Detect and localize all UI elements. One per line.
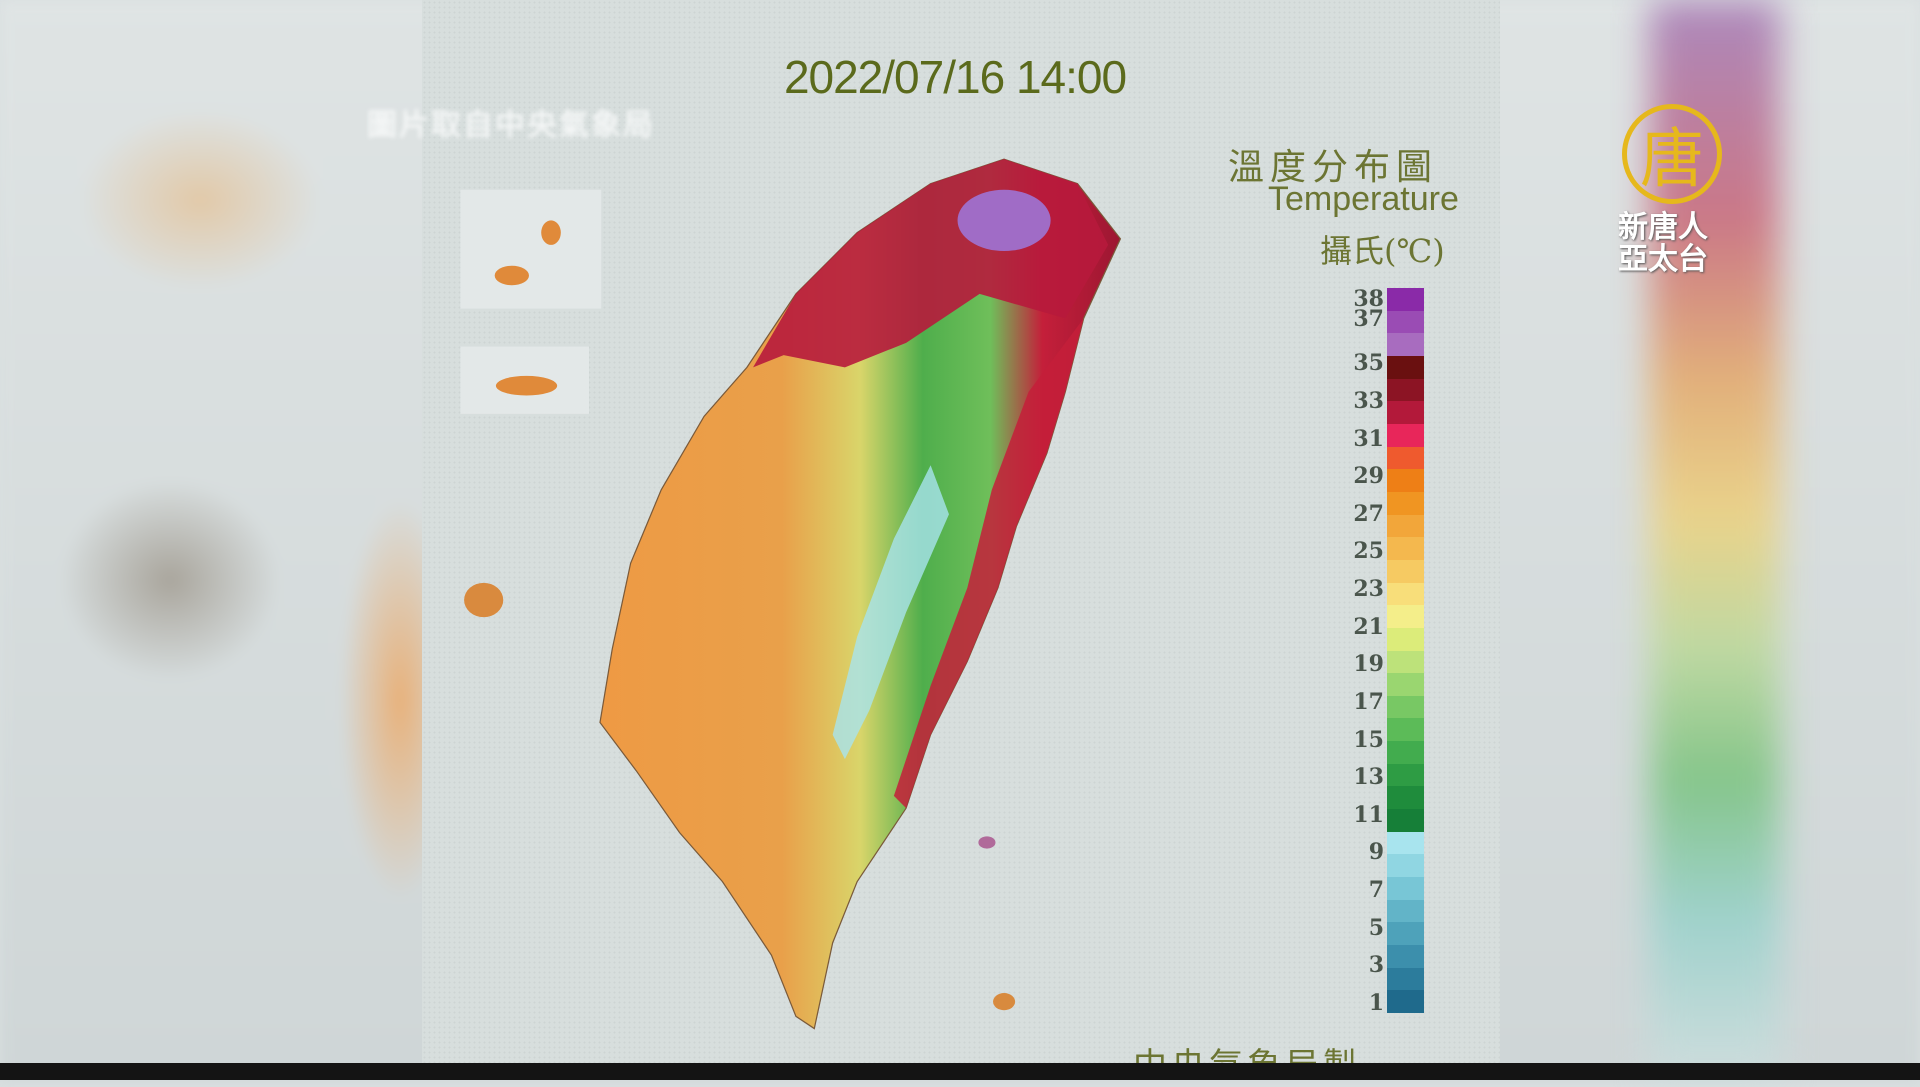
logo-glyph: 唐 bbox=[1640, 123, 1704, 197]
colorbar-segment bbox=[1387, 514, 1424, 538]
colorbar-tick-label: 15 bbox=[1353, 726, 1384, 753]
outlying-islands bbox=[460, 189, 1016, 1011]
colorbar-tick-label: 29 bbox=[1353, 463, 1384, 490]
colorbar-segment bbox=[1387, 673, 1424, 696]
colorbar-segment bbox=[1387, 627, 1424, 651]
inset-islands-box-1 bbox=[460, 189, 602, 309]
colorbar-tick-labels: 38 37 35 33 31 29 27 25 23 21 19 17 15 13 11 9 7 5 3 1 bbox=[1340, 286, 1384, 1016]
colorbar-segment bbox=[1387, 423, 1424, 447]
colorbar-segment bbox=[1387, 355, 1424, 379]
colorbar-tick-label: 35 bbox=[1353, 350, 1384, 377]
channel-name: 新唐人 亞太台 bbox=[1618, 212, 1708, 276]
colorbar-segment bbox=[1387, 922, 1424, 946]
colorbar-tick-label: 3 bbox=[1368, 952, 1384, 979]
colorbar-segment bbox=[1387, 967, 1424, 991]
colorbar-tick-label: 37 bbox=[1353, 306, 1384, 333]
channel-name-line1: 新唐人 bbox=[1618, 210, 1708, 245]
colorbar-segment bbox=[1387, 899, 1424, 923]
colorbar-segment bbox=[1387, 650, 1424, 674]
colorbar-segment bbox=[1387, 945, 1424, 968]
colorbar-tick-label: 1 bbox=[1368, 989, 1384, 1016]
legend-unit: 攝氏(℃) bbox=[1320, 232, 1445, 270]
colorbar-tick-label: 38 bbox=[1353, 286, 1384, 312]
colorbar-segment bbox=[1387, 741, 1424, 764]
colorbar-segment bbox=[1387, 605, 1424, 628]
taipei-hot-spot bbox=[957, 189, 1051, 252]
penghu-island bbox=[464, 582, 504, 618]
colorbar-segment bbox=[1387, 469, 1424, 492]
colorbar-segment bbox=[1387, 695, 1424, 719]
colorbar-segment bbox=[1387, 537, 1424, 560]
colorbar-segment bbox=[1387, 333, 1424, 356]
colorbar-tick-label: 17 bbox=[1353, 688, 1384, 715]
island bbox=[541, 220, 561, 245]
colorbar-segment bbox=[1387, 582, 1424, 606]
colorbar-segment bbox=[1387, 854, 1424, 878]
colorbar-tick-label: 7 bbox=[1368, 877, 1384, 904]
east-coast-hot-zone bbox=[893, 318, 1084, 809]
colorbar-segment bbox=[1387, 809, 1424, 832]
colorbar-segment bbox=[1387, 831, 1424, 855]
colorbar-segment bbox=[1387, 446, 1424, 470]
colorbar-segment bbox=[1387, 378, 1424, 402]
colorbar-tick-label: 5 bbox=[1368, 914, 1384, 941]
colorbar-segment bbox=[1387, 310, 1424, 334]
legend-title-zh: 溫度分布圖 bbox=[1228, 147, 1439, 188]
colorbar-tick-label: 11 bbox=[1353, 801, 1384, 828]
colorbar-segment bbox=[1387, 877, 1424, 900]
colorbar-segment bbox=[1387, 763, 1424, 787]
island bbox=[494, 265, 529, 286]
green-island bbox=[978, 836, 996, 849]
bottom-bar bbox=[0, 1063, 1920, 1080]
colorbar-tick-label: 9 bbox=[1368, 839, 1384, 866]
colorbar-tick-label: 19 bbox=[1353, 651, 1384, 678]
colorbar-tick-label: 33 bbox=[1353, 387, 1384, 414]
image-source-caption: 圖片取自中央氣象局 bbox=[367, 108, 655, 143]
colorbar-tick-label: 13 bbox=[1353, 764, 1384, 791]
colorbar-tick-label: 25 bbox=[1353, 538, 1384, 565]
colorbar-segment bbox=[1387, 288, 1424, 311]
colorbar-tick-label: 31 bbox=[1353, 425, 1384, 452]
orchid-island bbox=[993, 993, 1016, 1011]
colorbar-segment bbox=[1387, 401, 1424, 424]
colorbar-tick-label: 23 bbox=[1353, 576, 1384, 602]
island bbox=[495, 375, 558, 396]
mountain-peaks bbox=[832, 465, 949, 760]
colorbar-tick-label: 27 bbox=[1353, 500, 1384, 527]
colorbar-segment bbox=[1387, 990, 1424, 1013]
temperature-colorbar bbox=[1387, 288, 1424, 1013]
ntd-logo: 唐 bbox=[1622, 104, 1722, 204]
colorbar-segment bbox=[1387, 491, 1424, 515]
legend-title-en: Temperature bbox=[1268, 180, 1459, 218]
map-timestamp: 2022/07/16 14:00 bbox=[783, 51, 1127, 103]
taiwan-landmass bbox=[599, 158, 1122, 1030]
colorbar-segment bbox=[1387, 786, 1424, 810]
colorbar-segment bbox=[1387, 718, 1424, 742]
colorbar-segment bbox=[1387, 559, 1424, 583]
colorbar-tick-label: 21 bbox=[1353, 613, 1384, 640]
channel-name-line2: 亞太台 bbox=[1618, 242, 1708, 277]
